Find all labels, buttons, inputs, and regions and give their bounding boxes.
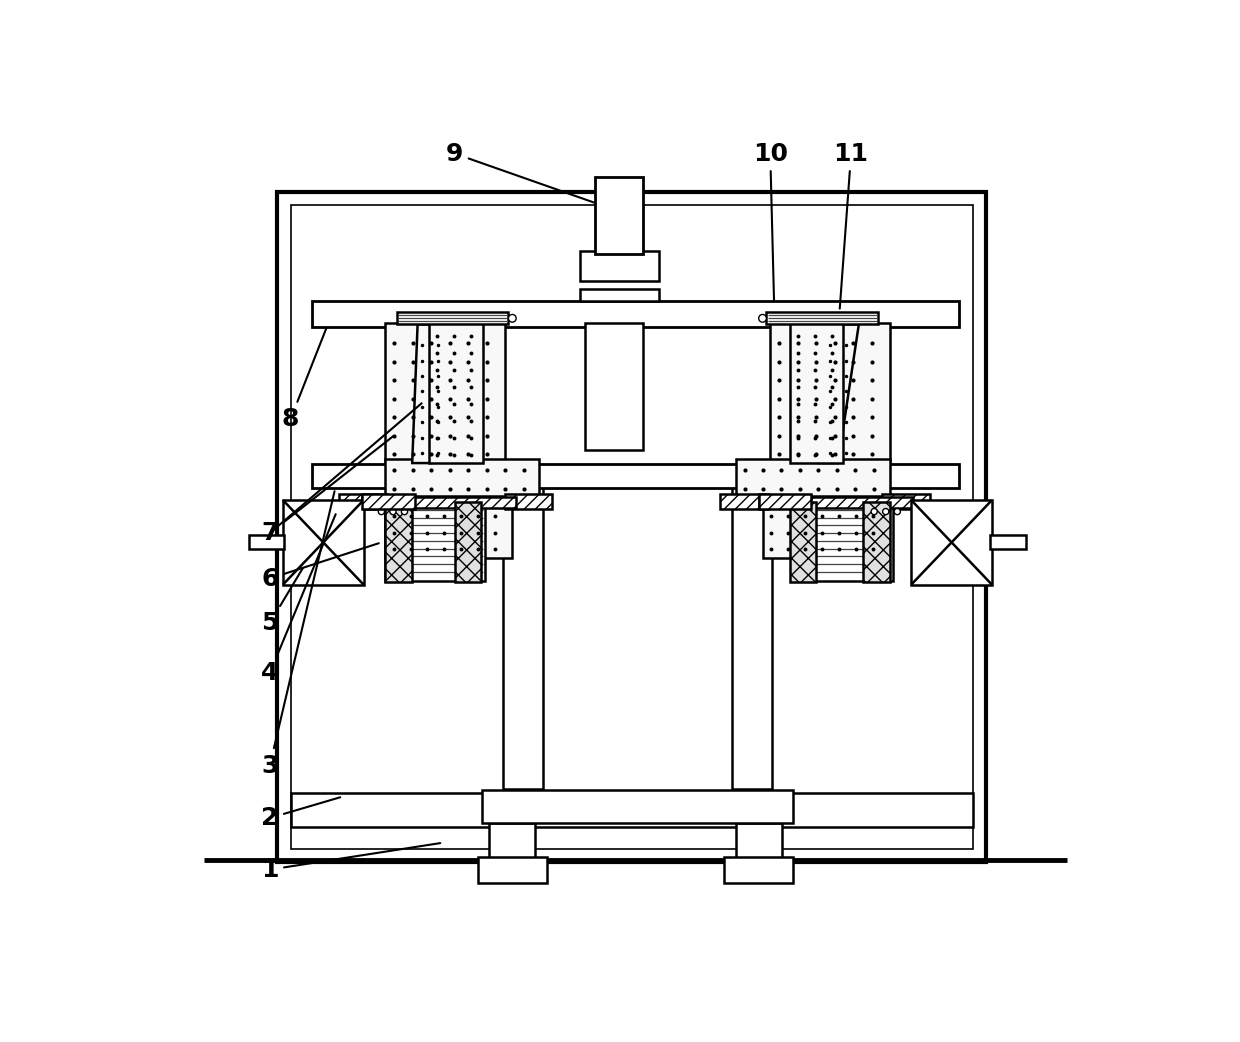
Circle shape: [883, 508, 889, 515]
Bar: [770, 323, 889, 463]
Bar: [724, 858, 794, 883]
Bar: [735, 823, 781, 860]
Circle shape: [872, 508, 877, 515]
Bar: [720, 494, 768, 510]
Text: 8: 8: [281, 328, 326, 431]
Bar: [386, 323, 505, 463]
Bar: [759, 497, 913, 507]
Bar: [595, 177, 644, 253]
Bar: [991, 536, 1025, 549]
Circle shape: [402, 508, 408, 515]
Bar: [794, 504, 894, 580]
Bar: [882, 494, 930, 510]
Text: 9: 9: [446, 142, 594, 202]
Bar: [249, 536, 284, 549]
Bar: [863, 502, 890, 582]
Circle shape: [378, 508, 384, 515]
Bar: [759, 494, 811, 510]
Bar: [386, 496, 512, 557]
Bar: [386, 502, 412, 582]
Bar: [735, 460, 889, 498]
Bar: [397, 313, 508, 324]
Bar: [429, 323, 484, 463]
Bar: [580, 289, 658, 300]
Bar: [290, 205, 972, 849]
Bar: [580, 251, 658, 280]
Bar: [732, 487, 771, 789]
Text: 6: 6: [262, 543, 378, 591]
Bar: [503, 487, 543, 789]
Text: 2: 2: [262, 797, 340, 830]
Bar: [790, 502, 816, 582]
Bar: [386, 460, 539, 498]
Bar: [283, 500, 363, 585]
Bar: [278, 192, 986, 862]
Circle shape: [389, 508, 396, 515]
Polygon shape: [412, 324, 453, 463]
Bar: [362, 497, 516, 507]
Bar: [585, 323, 644, 450]
Circle shape: [508, 315, 516, 322]
Text: 11: 11: [833, 142, 868, 308]
Bar: [386, 504, 485, 580]
Bar: [477, 858, 547, 883]
Bar: [481, 790, 794, 823]
Bar: [312, 464, 959, 489]
Bar: [362, 494, 414, 510]
Text: 10: 10: [753, 142, 787, 301]
Circle shape: [759, 315, 766, 322]
Bar: [790, 323, 843, 463]
Bar: [312, 300, 959, 327]
Text: 3: 3: [262, 491, 335, 777]
Text: 7: 7: [262, 437, 393, 545]
Bar: [911, 500, 992, 585]
Text: 4: 4: [262, 514, 336, 686]
Bar: [766, 313, 878, 324]
Bar: [490, 823, 536, 860]
Bar: [763, 496, 889, 557]
Polygon shape: [818, 324, 859, 463]
Text: 1: 1: [260, 843, 440, 882]
Bar: [290, 793, 972, 827]
Bar: [455, 502, 481, 582]
Text: 5: 5: [262, 568, 303, 636]
Bar: [505, 494, 552, 510]
Bar: [339, 494, 387, 510]
Circle shape: [894, 508, 900, 515]
